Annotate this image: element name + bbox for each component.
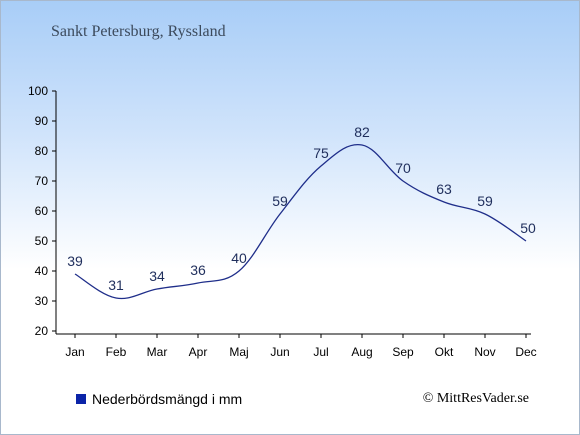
data-label-jan: 39 [67, 253, 83, 269]
data-label-sep: 70 [395, 160, 411, 176]
y-tick-label-60: 60 [35, 204, 49, 218]
y-tick-label-30: 30 [35, 294, 49, 308]
x-tick-label-nov: Nov [474, 345, 495, 359]
x-tick-label-jun: Jun [270, 345, 289, 359]
x-tick-label-aug: Aug [351, 345, 372, 359]
legend-label: Nederbördsmängd i mm [92, 391, 243, 407]
data-label-jun: 59 [272, 193, 288, 209]
copyright-notice: © MittResVader.se [422, 391, 529, 406]
series-line-group [74, 143, 527, 300]
data-label-dec: 50 [520, 220, 536, 236]
y-axis-ticks: 20 30 40 50 60 70 80 90 100 [28, 84, 56, 338]
x-tick-label-maj: Maj [229, 345, 248, 359]
y-tick-label-90: 90 [35, 114, 49, 128]
y-tick-label-20: 20 [35, 324, 49, 338]
y-tick-label-100: 100 [28, 84, 48, 98]
axes [55, 91, 531, 335]
y-tick-label-40: 40 [35, 264, 49, 278]
y-tick-label-80: 80 [35, 144, 49, 158]
x-tick-label-feb: Feb [106, 345, 127, 359]
x-tick-label-jul: Jul [313, 345, 328, 359]
data-label-aug: 82 [354, 124, 370, 140]
data-label-feb: 31 [108, 277, 124, 293]
data-label-maj: 40 [231, 250, 247, 266]
legend-swatch [76, 394, 86, 404]
series-line [74, 143, 527, 300]
y-tick-label-70: 70 [35, 174, 49, 188]
x-tick-label-dec: Dec [515, 345, 536, 359]
data-label-nov: 59 [477, 193, 493, 209]
x-tick-label-sep: Sep [392, 345, 414, 359]
data-label-mar: 34 [149, 268, 165, 284]
data-label-jul: 75 [313, 145, 329, 161]
x-tick-label-jan: Jan [65, 345, 84, 359]
data-label-apr: 36 [190, 262, 206, 278]
data-label-okt: 63 [436, 181, 452, 197]
x-tick-label-okt: Okt [435, 345, 454, 359]
x-tick-label-apr: Apr [189, 345, 208, 359]
x-axis-ticks: Jan Feb Mar Apr Maj Jun Jul Aug Sep Okt Nov Dec [65, 334, 537, 359]
x-tick-label-mar: Mar [147, 345, 168, 359]
y-tick-label-50: 50 [35, 234, 49, 248]
data-labels: 39 31 34 36 40 59 75 82 70 63 59 50 [67, 124, 536, 293]
location-title: Sankt Petersburg, Ryssland [51, 23, 226, 40]
legend: Nederbördsmängd i mm [76, 391, 242, 407]
